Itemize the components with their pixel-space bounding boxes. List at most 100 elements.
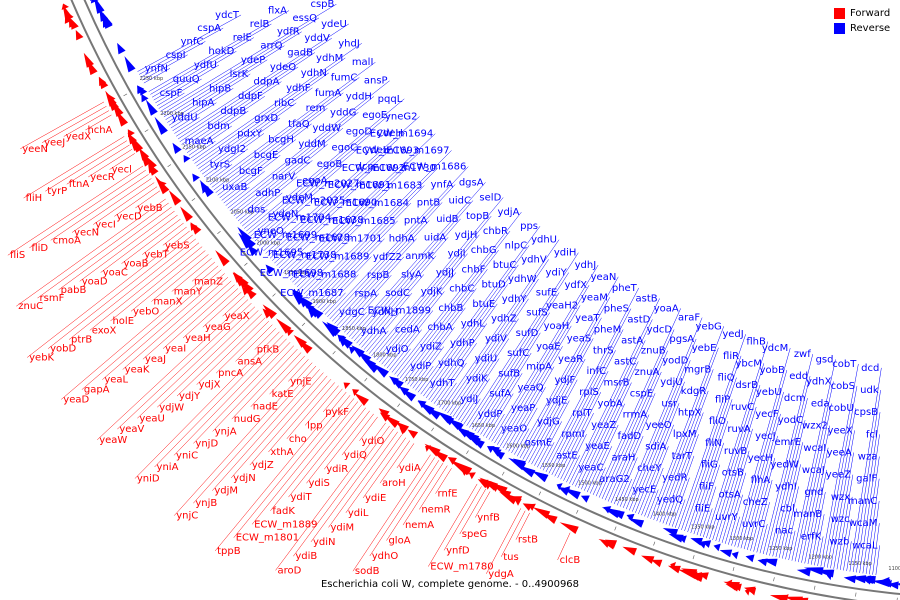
leader-line <box>135 190 161 209</box>
forward-feature <box>559 522 579 535</box>
gene-label-reverse: ydhH <box>372 307 398 318</box>
gene-label-reverse: wcaL <box>852 540 878 551</box>
leader-line <box>653 347 719 521</box>
leader-line <box>762 354 814 555</box>
leader-line <box>71 178 152 233</box>
reverse-feature <box>556 483 563 491</box>
reverse-feature <box>517 464 536 478</box>
leader-line <box>222 295 245 317</box>
forward-feature <box>527 503 536 511</box>
gene-label-reverse: ynfN <box>145 63 168 74</box>
reverse-feature <box>731 551 739 560</box>
leader-line <box>252 147 360 239</box>
gene-label-reverse: lsrK <box>230 69 249 80</box>
tick-label: 2200 kbp <box>160 111 184 117</box>
leader-line <box>81 269 222 390</box>
leader-line <box>659 390 709 523</box>
leader-line <box>801 425 831 563</box>
legend-item-forward: Forward <box>834 6 892 21</box>
leader-line <box>731 516 740 546</box>
gene-label-reverse: cobT <box>832 359 857 370</box>
forward-feature <box>352 389 360 396</box>
leader-line <box>371 197 504 357</box>
reverse-feature <box>564 486 571 494</box>
gene-label-reverse: yeaS <box>567 333 592 344</box>
leader-line <box>715 406 757 542</box>
reverse-feature <box>887 581 899 590</box>
legend: Forward Reverse <box>834 6 892 36</box>
leader-line <box>766 376 811 555</box>
tick-label: 1150 kbp <box>848 561 872 567</box>
leader-line <box>417 226 541 393</box>
gene-label-reverse: gsd <box>816 354 834 365</box>
gene-label-forward: nudG <box>234 414 261 425</box>
reverse-feature <box>339 338 348 347</box>
leader-line <box>292 184 394 283</box>
leader-line <box>235 324 273 362</box>
reverse-feature <box>814 569 835 578</box>
gene-label-reverse: yeeO <box>646 420 672 431</box>
gene-label-reverse: ydhV <box>521 254 547 265</box>
reverse-feature <box>745 554 755 563</box>
gene-label-reverse: yecJ <box>755 431 776 442</box>
leader-line <box>671 477 690 527</box>
reverse-feature <box>117 42 126 55</box>
leader-line <box>638 424 674 515</box>
leader-line <box>450 298 529 416</box>
reverse-feature <box>627 518 645 528</box>
leader-line <box>231 112 359 214</box>
leader-line <box>268 379 332 453</box>
gene-label-reverse: udk <box>860 385 879 396</box>
gene-label-reverse: sdiA <box>645 441 666 452</box>
reverse-feature <box>454 423 464 432</box>
leader-line <box>157 310 259 408</box>
gene-label-reverse: yeaN <box>591 272 617 283</box>
leader-line <box>531 379 578 465</box>
leader-line <box>402 462 444 526</box>
gene-label-reverse: yddG <box>330 107 356 118</box>
gene-label-reverse: yeaC <box>578 463 603 474</box>
leader-line <box>229 96 375 211</box>
leader-line <box>341 275 392 331</box>
gene-label-forward: ynjD <box>195 438 218 449</box>
gene-label-reverse: ECW_m1704 <box>268 213 331 224</box>
reverse-feature <box>124 56 136 73</box>
gene-label-reverse: flxA <box>268 6 287 17</box>
leader-line <box>381 272 457 365</box>
gene-label-reverse: yddU <box>172 112 198 123</box>
gene-label-reverse: ydiK <box>466 374 488 385</box>
gene-label-forward: ydhO <box>372 551 399 562</box>
gene-label-forward: tus <box>503 552 518 563</box>
tick-mark <box>855 592 857 597</box>
gene-label-forward: sodB <box>355 566 380 577</box>
forward-feature <box>145 155 157 170</box>
leader-line <box>759 524 768 554</box>
gene-label-reverse: ydfX <box>564 280 587 291</box>
leader-line <box>379 440 411 484</box>
leader-line <box>859 434 880 573</box>
gene-label-forward: yebK <box>29 353 54 364</box>
gene-label-reverse: ydhP <box>450 338 475 349</box>
leader-line <box>810 492 826 565</box>
backbone-inner <box>83 0 900 595</box>
gene-label-forward: yeaV <box>119 424 144 435</box>
leader-line <box>275 422 386 571</box>
gene-label-reverse: pheM <box>594 324 621 335</box>
leader-line <box>839 496 853 570</box>
forward-feature <box>343 382 351 390</box>
leader-line <box>68 238 197 340</box>
gene-label-forward: yniA <box>157 462 179 473</box>
leader-line <box>304 385 339 426</box>
gene-label-reverse: pntA <box>404 215 428 226</box>
leader-line <box>500 510 526 557</box>
gene-label-reverse: yddH <box>346 91 372 102</box>
gene-label-reverse: ydhN <box>301 68 327 79</box>
leader-line <box>628 360 691 511</box>
gene-label-reverse: ECW_m1697 <box>386 145 449 156</box>
forward-feature <box>769 594 788 600</box>
leader-line <box>198 87 313 170</box>
gene-label-reverse: msrB <box>604 378 630 389</box>
gene-label-reverse: ydjO <box>386 344 409 355</box>
gene-label-reverse: egoB <box>317 159 343 170</box>
